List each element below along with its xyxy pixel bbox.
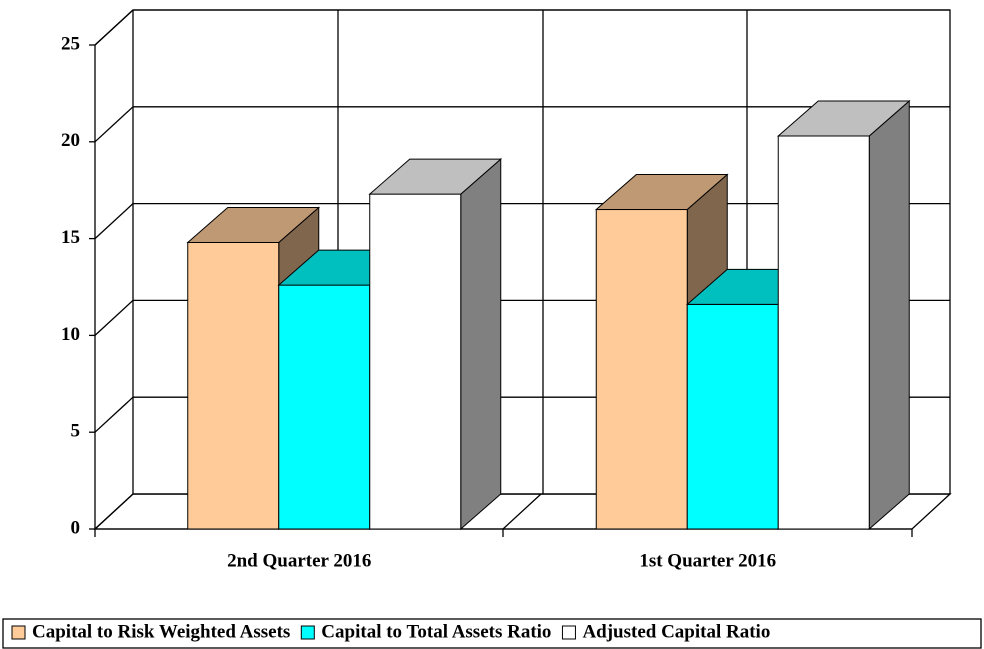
y-tick-label: 20 [61, 130, 80, 151]
grid-line [94, 106, 134, 143]
legend-label: Capital to Total Assets Ratio [321, 621, 551, 642]
grid-line [94, 396, 134, 433]
bar [595, 209, 688, 530]
legend-swatch [300, 625, 315, 640]
floor-grid-line [502, 493, 542, 530]
grid-line [94, 299, 134, 336]
bar [278, 284, 371, 530]
legend-box [2, 618, 982, 649]
bar [777, 135, 870, 530]
legend-swatch [561, 625, 576, 640]
x-tick-label: 1st Quarter 2016 [639, 550, 776, 571]
bar-top [368, 158, 503, 195]
bar [686, 303, 779, 530]
y-tick-label: 0 [71, 517, 81, 538]
bar-side [868, 99, 910, 531]
x-tick-label: 2nd Quarter 2016 [227, 550, 371, 571]
legend-label: Capital to Risk Weighted Assets [32, 621, 290, 642]
bar-top [186, 206, 321, 243]
y-tick-label: 25 [61, 33, 80, 54]
grid-line [94, 9, 134, 46]
y-tick-label: 5 [71, 421, 81, 442]
bar-top [776, 100, 911, 137]
bar-side [460, 157, 502, 531]
bar-top [594, 174, 729, 211]
legend-label: Adjusted Capital Ratio [582, 621, 770, 642]
bar [187, 241, 280, 530]
y-tick-label: 15 [61, 227, 80, 248]
grid-line [94, 493, 134, 530]
legend-swatch [11, 625, 26, 640]
grid-line [94, 203, 134, 240]
bar [369, 193, 462, 530]
y-tick-label: 10 [61, 324, 80, 345]
